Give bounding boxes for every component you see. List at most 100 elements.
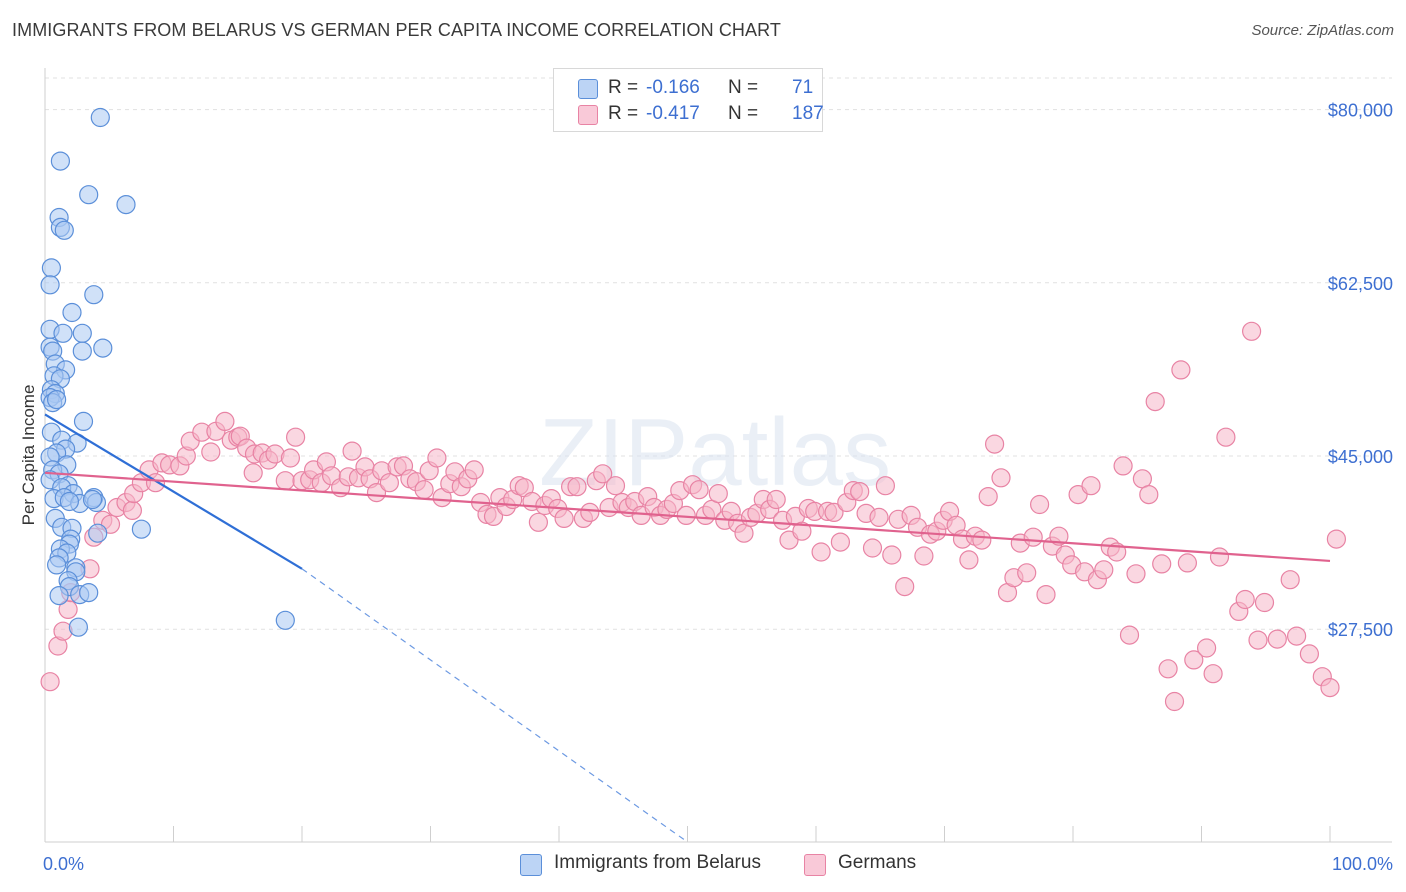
belarus-point	[72, 341, 92, 361]
y-tick-label: $62,500	[1328, 274, 1393, 294]
germans-point	[1113, 456, 1133, 476]
germans-point	[1126, 564, 1146, 584]
germans-point	[1267, 629, 1287, 649]
tick-labels: $27,500 $45,000 $62,500 $80,000 0.0% 100.0%	[43, 101, 1393, 874]
germans-point	[1177, 553, 1198, 573]
germans-swatch	[578, 105, 598, 125]
germans-point	[1196, 638, 1217, 658]
germans-point	[1023, 527, 1043, 547]
germans-point	[862, 538, 883, 558]
belarus-point	[79, 185, 99, 205]
germans-point	[875, 476, 896, 496]
germans-point	[464, 460, 484, 480]
belarus-legend-label: Immigrants from Belarus	[554, 852, 761, 873]
r-label: R =	[608, 103, 639, 124]
germans-point	[1286, 626, 1307, 646]
germans-point	[40, 672, 60, 692]
x-tick-label: 100.0%	[1332, 854, 1393, 874]
germans-point	[414, 480, 434, 500]
germans-legend-label: Germans	[838, 852, 917, 873]
germans-point	[593, 464, 613, 484]
germans-point	[882, 545, 902, 565]
germans-point	[342, 441, 362, 461]
germans-point	[275, 471, 295, 491]
belarus-point	[41, 258, 62, 278]
germans-point	[1203, 664, 1223, 684]
germans-point	[1254, 592, 1275, 613]
germans-point	[1280, 570, 1300, 590]
germans-point	[1248, 630, 1268, 650]
germans-point	[1164, 691, 1185, 712]
germans-point	[567, 477, 587, 497]
germans-point	[1184, 650, 1204, 670]
germans-point	[895, 576, 915, 597]
belarus-point	[116, 195, 136, 215]
belarus-point	[59, 491, 80, 512]
germans-point	[708, 484, 728, 504]
germans-point	[483, 506, 504, 527]
r-value: -0.417	[646, 103, 700, 124]
grid-lines	[45, 77, 1392, 630]
germans-point	[201, 442, 221, 462]
germans-point	[528, 512, 549, 532]
belarus-point	[82, 489, 103, 510]
r-value: -0.166	[646, 77, 700, 98]
germans-point	[984, 434, 1005, 454]
germans-points	[40, 321, 1347, 712]
y-tick-label: $45,000	[1328, 447, 1393, 467]
germans-point	[580, 502, 600, 523]
belarus-point	[93, 338, 113, 358]
n-value: 71	[792, 77, 814, 98]
germans-point	[830, 532, 851, 552]
germans-point	[215, 411, 235, 431]
belarus-point	[275, 610, 295, 630]
germans-point	[1235, 589, 1255, 610]
germans-point	[1152, 554, 1172, 574]
germans-point	[554, 508, 574, 529]
germans-point	[1299, 644, 1320, 664]
germans-point	[1216, 427, 1236, 447]
germans-point	[1139, 485, 1159, 505]
y-tick-label: $80,000	[1328, 101, 1393, 121]
y-tick-label: $27,500	[1328, 620, 1393, 640]
germans-point	[978, 487, 998, 507]
belarus-point	[73, 411, 94, 431]
germans-point	[1171, 360, 1191, 380]
belarus-point	[68, 617, 89, 637]
germans-point	[1209, 547, 1230, 567]
germans-point	[1241, 321, 1262, 341]
germans-point	[824, 502, 844, 523]
germans-point	[766, 489, 786, 510]
belarus-point	[46, 555, 67, 575]
germans-point	[1326, 529, 1347, 549]
belarus-point	[79, 582, 99, 603]
belarus-legend-swatch	[520, 854, 542, 876]
belarus-point	[54, 220, 74, 240]
y-axis-label: Per Capita Income	[19, 385, 38, 526]
belarus-point	[131, 519, 151, 539]
germans-point	[1119, 625, 1140, 645]
belarus-trend-line	[44, 413, 303, 570]
germans-point	[1081, 476, 1101, 496]
germans-point	[1094, 560, 1114, 580]
germans-point	[914, 546, 934, 566]
belarus-point	[40, 275, 60, 295]
belarus-points	[40, 107, 295, 637]
belarus-point	[62, 302, 82, 323]
belarus-point	[84, 285, 104, 305]
belarus-point	[88, 523, 108, 543]
belarus-point	[46, 390, 67, 410]
trend-lines	[44, 413, 1331, 843]
x-tick-label: 0.0%	[43, 854, 84, 874]
belarus-point	[90, 107, 110, 128]
n-label: N =	[728, 103, 759, 124]
germans-point	[122, 500, 142, 520]
germans-point	[792, 521, 812, 541]
germans-point	[1320, 677, 1340, 698]
n-value: 187	[792, 103, 824, 124]
germans-point	[427, 448, 447, 468]
germans-trend-line	[44, 471, 1331, 563]
n-label: N =	[728, 77, 759, 98]
germans-point	[379, 473, 399, 493]
